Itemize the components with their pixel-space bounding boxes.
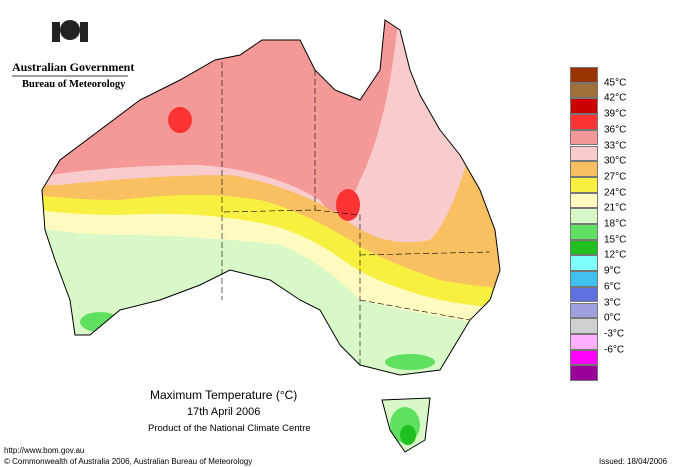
footer-url: http://www.bom.gov.au [4, 446, 85, 455]
map-date: 17th April 2006 [187, 406, 261, 418]
legend-label: 15°C [604, 234, 627, 246]
legend-label: 0°C [604, 312, 621, 324]
legend-swatch [570, 286, 598, 303]
legend-swatch [570, 365, 598, 381]
legend-swatch [570, 114, 598, 130]
legend-label: 21°C [604, 202, 627, 214]
legend-label: 18°C [604, 218, 627, 230]
legend-swatch [570, 176, 598, 193]
legend-swatch [570, 349, 598, 366]
legend-label: 12°C [604, 249, 627, 261]
legend-label: 27°C [604, 171, 627, 183]
legend-label: -6°C [604, 344, 625, 356]
state-borders [221, 62, 491, 365]
footer-issued: Issued: 18/04/2006 [599, 457, 668, 466]
legend-swatch [570, 239, 598, 256]
legend-label: 39°C [604, 108, 627, 120]
legend-swatch [570, 208, 598, 224]
map-title: Maximum Temperature (°C) [150, 388, 298, 402]
legend-label: 36°C [604, 124, 627, 136]
government-name: Australian Government [12, 60, 135, 74]
legend-label: 33°C [604, 140, 627, 151]
legend-swatch [570, 271, 598, 287]
legend-label: 42°C [604, 92, 627, 104]
legend-swatch [570, 333, 598, 350]
map-credit: Product of the National Climate Centre [148, 423, 311, 434]
legend-swatch [570, 129, 598, 146]
footer-copyright: © Commonwealth of Australia 2006, Austra… [4, 457, 253, 466]
legend-swatch [570, 161, 598, 177]
legend-label: 24°C [604, 187, 627, 199]
bureau-name: Bureau of Meteorology [22, 79, 126, 90]
legend-swatch [570, 67, 598, 83]
legend-label: 3°C [604, 297, 621, 308]
legend-swatch [570, 302, 598, 319]
legend-label: 45°C [604, 77, 627, 89]
legend-swatch [570, 224, 598, 240]
legend-swatch [570, 145, 598, 162]
legend-label: -3°C [604, 328, 625, 340]
legend-swatch [570, 98, 598, 115]
coastline [41, 19, 501, 453]
legend-label: 6°C [604, 281, 621, 293]
legend-swatch [570, 82, 598, 99]
legend-swatch [570, 192, 598, 209]
legend-swatch [570, 318, 598, 334]
legend-label: 9°C [604, 265, 621, 277]
legend-swatch [570, 255, 598, 272]
legend-label: 30°C [604, 155, 627, 167]
crest [52, 20, 88, 42]
